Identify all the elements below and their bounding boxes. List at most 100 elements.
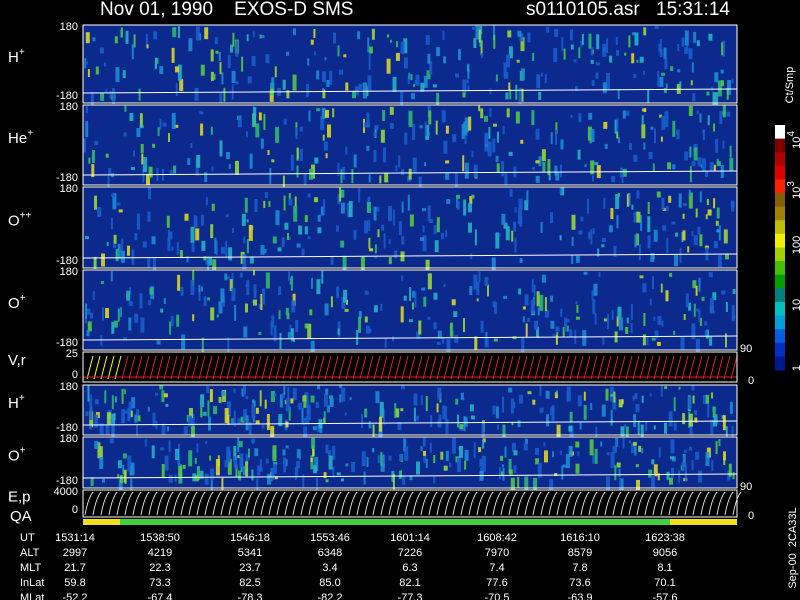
vr-trace bbox=[233, 355, 241, 380]
spectrogram-cell bbox=[223, 87, 226, 102]
y-tick-label: 180 bbox=[60, 433, 78, 445]
spectrogram-cell bbox=[105, 153, 109, 158]
spectrogram-cell bbox=[233, 456, 236, 468]
spectrogram-cell bbox=[218, 301, 223, 314]
spectrogram-cell bbox=[129, 113, 134, 121]
cell: 9056 bbox=[653, 547, 677, 559]
spectrogram-cell bbox=[535, 458, 540, 465]
panel-frame bbox=[82, 489, 738, 518]
spectrogram-cell bbox=[726, 87, 729, 100]
right-tick-label: 90 bbox=[740, 481, 752, 493]
spectrogram-cell bbox=[538, 156, 542, 167]
vr-trace bbox=[653, 355, 661, 380]
spectrogram-cell bbox=[537, 307, 540, 316]
spectrogram-cell bbox=[446, 199, 451, 204]
spectrogram-cell bbox=[141, 153, 144, 165]
spectrogram-cell bbox=[675, 232, 679, 237]
spectrogram-cell bbox=[693, 31, 697, 43]
spectrogram-cell bbox=[639, 275, 644, 279]
spectrogram-cell bbox=[722, 415, 726, 431]
spectrogram-cell bbox=[641, 448, 644, 454]
spectrogram-cell bbox=[197, 466, 200, 481]
spectrogram-cell bbox=[263, 113, 266, 130]
spectrogram-cell bbox=[661, 320, 664, 327]
spectrogram-cell bbox=[398, 221, 402, 236]
y-tick-label: 180 bbox=[60, 21, 78, 33]
cell: 1546:18 bbox=[230, 532, 270, 544]
trace-line bbox=[82, 473, 738, 479]
spectrogram-cell bbox=[487, 141, 492, 157]
spectrogram-cell bbox=[323, 411, 326, 424]
spectrogram-cell bbox=[94, 399, 99, 405]
spectrogram-cell bbox=[242, 254, 247, 270]
spectrogram-cell bbox=[258, 112, 262, 121]
spectrogram-cell bbox=[511, 230, 514, 242]
spectrogram-cell bbox=[201, 286, 203, 292]
cell: 8.1 bbox=[657, 562, 672, 574]
spectrogram-cell bbox=[481, 423, 485, 440]
spectrogram-cell bbox=[590, 129, 595, 142]
spectrogram-cell bbox=[238, 470, 241, 481]
spectrogram-cell bbox=[555, 326, 560, 332]
spectrogram-cell bbox=[275, 126, 280, 143]
spectrogram-cell bbox=[246, 34, 249, 42]
spectrogram-cell bbox=[544, 450, 548, 463]
spectrogram-cell bbox=[413, 393, 418, 406]
spectrogram-cell bbox=[669, 477, 673, 485]
spectrogram-cell bbox=[114, 396, 117, 403]
vr-trace bbox=[548, 355, 556, 380]
spectrogram-cell bbox=[94, 141, 99, 146]
spectrogram-cell bbox=[709, 162, 714, 172]
vr-trace bbox=[268, 355, 276, 380]
spectrogram-cell bbox=[159, 385, 164, 390]
spectrogram-cell bbox=[654, 25, 659, 29]
spectrogram-cell bbox=[688, 192, 693, 209]
spectrogram-cell bbox=[708, 272, 713, 278]
vr-trace bbox=[191, 355, 199, 380]
spectrogram-cell bbox=[495, 232, 500, 249]
spectrogram-cell bbox=[283, 457, 287, 473]
ep-trace bbox=[596, 491, 606, 516]
spectrogram-cell bbox=[463, 199, 467, 216]
spectrogram-cell bbox=[373, 150, 377, 162]
spectrogram-cell bbox=[476, 281, 480, 295]
spectrogram-cell bbox=[336, 225, 339, 232]
spectrogram-cell bbox=[90, 477, 94, 487]
spectrogram-cell bbox=[358, 316, 361, 333]
spectrogram-cell bbox=[601, 404, 606, 417]
spectrogram-cell bbox=[731, 426, 734, 442]
spectrogram-cell bbox=[412, 124, 416, 140]
spectrogram-cell bbox=[519, 258, 523, 263]
spectrogram-cell bbox=[111, 395, 114, 410]
spectrogram-cell bbox=[612, 396, 617, 410]
spectrogram-cell bbox=[227, 414, 230, 425]
spectrogram-cell bbox=[588, 33, 592, 49]
colorbar-label-base: 10 bbox=[791, 187, 800, 199]
spectrogram-cell bbox=[694, 410, 698, 416]
spectrogram-cell bbox=[606, 476, 610, 491]
spectrogram-cell bbox=[376, 206, 380, 212]
spectrogram-cell bbox=[245, 415, 249, 431]
spectrogram-cell bbox=[84, 316, 87, 324]
vr-trace bbox=[457, 355, 465, 380]
spectrogram-cell bbox=[407, 194, 410, 211]
spectrogram-cell bbox=[125, 30, 129, 44]
spectrogram-cell bbox=[342, 255, 347, 271]
spectrogram-cell bbox=[134, 233, 138, 241]
spectrogram-cell bbox=[235, 160, 239, 175]
spectrogram-cell bbox=[415, 74, 420, 86]
spectrogram-cell bbox=[88, 424, 92, 430]
spectrogram-cell bbox=[388, 455, 392, 461]
spectrogram-cell bbox=[494, 302, 498, 315]
spectrogram-cell bbox=[521, 88, 524, 102]
spectrogram-cell bbox=[116, 202, 121, 206]
spectrogram-cell bbox=[403, 438, 407, 452]
spectrogram-cell bbox=[253, 107, 257, 116]
spectrogram-cell bbox=[504, 446, 507, 458]
spectrogram-cell bbox=[470, 253, 473, 260]
spectrogram-cell bbox=[427, 205, 431, 222]
spectrogram-cell bbox=[507, 30, 512, 38]
spectrogram-cell bbox=[215, 240, 218, 256]
spectrogram-cell bbox=[383, 233, 386, 249]
spectrogram-cell bbox=[374, 244, 377, 254]
